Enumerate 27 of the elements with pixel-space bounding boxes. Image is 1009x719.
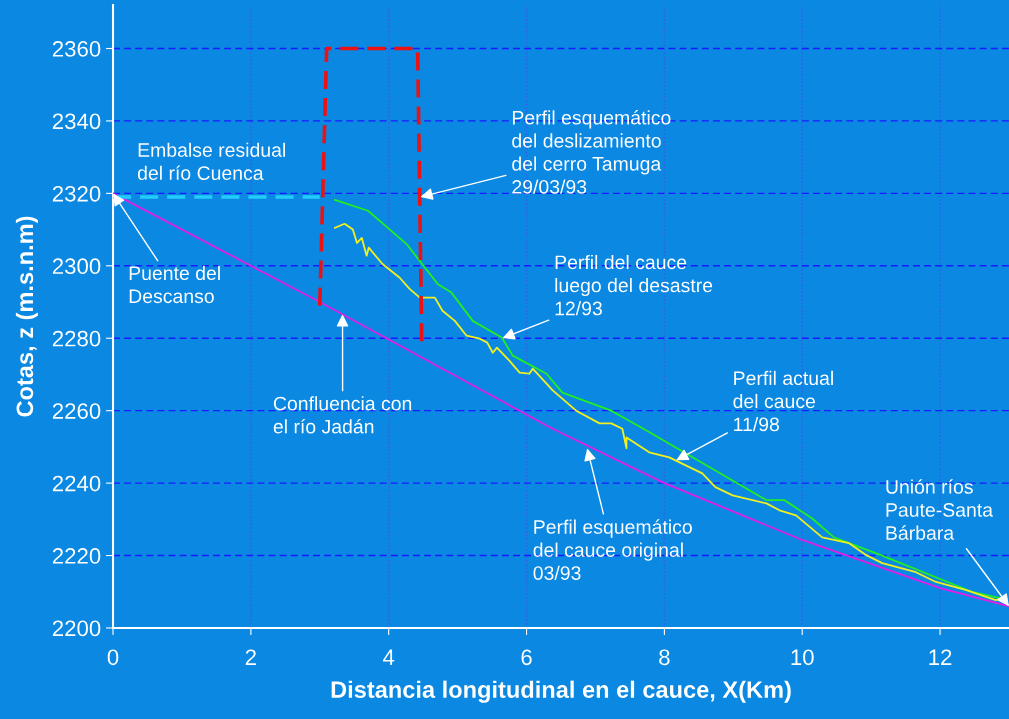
line-series — [113, 192, 1009, 608]
x-tick-label: 8 — [659, 649, 670, 666]
x-tick-label: 12 — [929, 649, 952, 665]
y-tick-label: 2200 — [52, 620, 101, 637]
y-axis-title: Cotas, z (m.s.n.m) — [15, 216, 38, 417]
annotation: Puente del Descanso — [129, 265, 220, 304]
annotation: Confluencia con el río Jadán — [273, 396, 412, 434]
annotation: Perfil actual del cauce 11/98 — [733, 370, 833, 432]
x-axis-title: Distancia longitudinal en el cauce, X(Km) — [331, 680, 791, 703]
y-tick-label: 2300 — [52, 258, 101, 275]
y-tick-label: 2220 — [52, 548, 101, 564]
annotation: Perfil esquemático del cauce original 03/93 — [533, 519, 692, 580]
y-tick-label: 2240 — [52, 475, 101, 492]
y-tick-label: 2360 — [52, 41, 101, 57]
x-tick-label: 6 — [521, 649, 532, 666]
y-tick-label: 2260 — [52, 403, 101, 419]
x-tick-label: 10 — [791, 649, 814, 666]
x-tick-label: 2 — [245, 649, 256, 665]
y-tick-label: 2340 — [52, 113, 101, 130]
y-tick-label: 2280 — [52, 330, 101, 347]
annotation: Unión ríos Paute-Santa Bárbara — [886, 479, 994, 540]
y-tick-label: 2320 — [52, 185, 101, 202]
x-tick-label: 0 — [107, 649, 119, 666]
annotation: Perfil esquemático del deslizamiento del cerro Tamuga 29/03/93 — [512, 110, 671, 194]
x-tick-label: 4 — [383, 649, 395, 665]
annotation: Embalse residual del río Cuenca — [137, 142, 285, 180]
annotation: Perfil del cauce luego del desastre 12/93 — [555, 254, 713, 316]
